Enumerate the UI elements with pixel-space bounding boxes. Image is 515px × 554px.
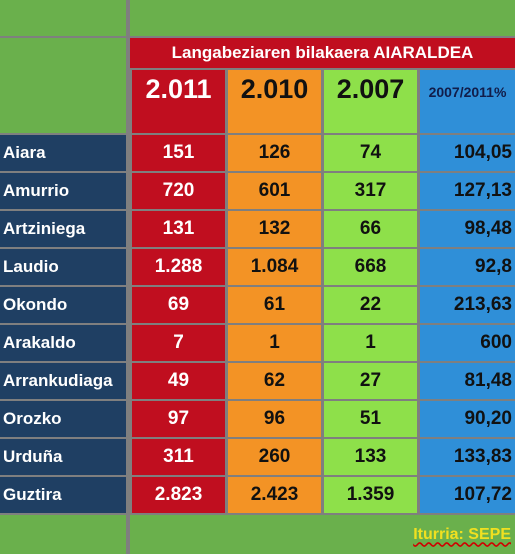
row-label: Arakaldo (0, 325, 126, 361)
row-value: 81,48 (420, 363, 515, 399)
header-top-cell (130, 0, 515, 36)
row-value: 74 (324, 135, 417, 171)
row-value: 668 (324, 249, 417, 285)
row-value: 133,83 (420, 439, 515, 475)
row-label: Artziniega (0, 211, 126, 247)
row-value: 213,63 (420, 287, 515, 323)
row-value: 51 (324, 401, 417, 437)
row-label: Urduña (0, 439, 126, 475)
row-value: 600 (420, 325, 515, 361)
row-value: 151 (132, 135, 225, 171)
source-text: Iturria: SEPE (413, 525, 511, 543)
row-value: 1.288 (132, 249, 225, 285)
row-label: Orozko (0, 401, 126, 437)
row-value: 49 (132, 363, 225, 399)
row-value: 104,05 (420, 135, 515, 171)
row-value: 1 (324, 325, 417, 361)
row-value: 27 (324, 363, 417, 399)
corner-top-cell (0, 0, 126, 36)
row-value: 1 (228, 325, 321, 361)
row-value: 97 (132, 401, 225, 437)
row-value: 98,48 (420, 211, 515, 247)
row-value: 2.423 (228, 477, 321, 513)
row-value: 66 (324, 211, 417, 247)
row-value: 107,72 (420, 477, 515, 513)
row-value: 1.084 (228, 249, 321, 285)
row-value: 260 (228, 439, 321, 475)
year-header-0: 2.011 (132, 70, 225, 133)
row-label: Amurrio (0, 173, 126, 209)
year-header-1: 2.010 (228, 70, 321, 133)
row-value: 601 (228, 173, 321, 209)
row-value: 126 (228, 135, 321, 171)
row-value: 317 (324, 173, 417, 209)
corner-header-cell (0, 38, 126, 133)
row-value: 7 (132, 325, 225, 361)
row-label: Guztira (0, 477, 126, 513)
row-value: 1.359 (324, 477, 417, 513)
row-value: 62 (228, 363, 321, 399)
footer-left-cell (0, 515, 126, 554)
table-title: Langabeziaren bilakaera AIARALDEA (130, 38, 515, 68)
row-value: 2.823 (132, 477, 225, 513)
row-label: Aiara (0, 135, 126, 171)
row-value: 133 (324, 439, 417, 475)
row-value: 311 (132, 439, 225, 475)
row-value: 132 (228, 211, 321, 247)
row-value: 61 (228, 287, 321, 323)
row-value: 90,20 (420, 401, 515, 437)
year-header-2: 2.007 (324, 70, 417, 133)
row-label: Laudio (0, 249, 126, 285)
row-value: 127,13 (420, 173, 515, 209)
row-value: 69 (132, 287, 225, 323)
row-label: Okondo (0, 287, 126, 323)
row-value: 22 (324, 287, 417, 323)
row-value: 131 (132, 211, 225, 247)
source-note: Iturria: SEPE (130, 515, 515, 554)
row-label: Arrankudiaga (0, 363, 126, 399)
year-header-3: 2007/2011% (420, 70, 515, 133)
row-value: 96 (228, 401, 321, 437)
row-value: 92,8 (420, 249, 515, 285)
row-value: 720 (132, 173, 225, 209)
